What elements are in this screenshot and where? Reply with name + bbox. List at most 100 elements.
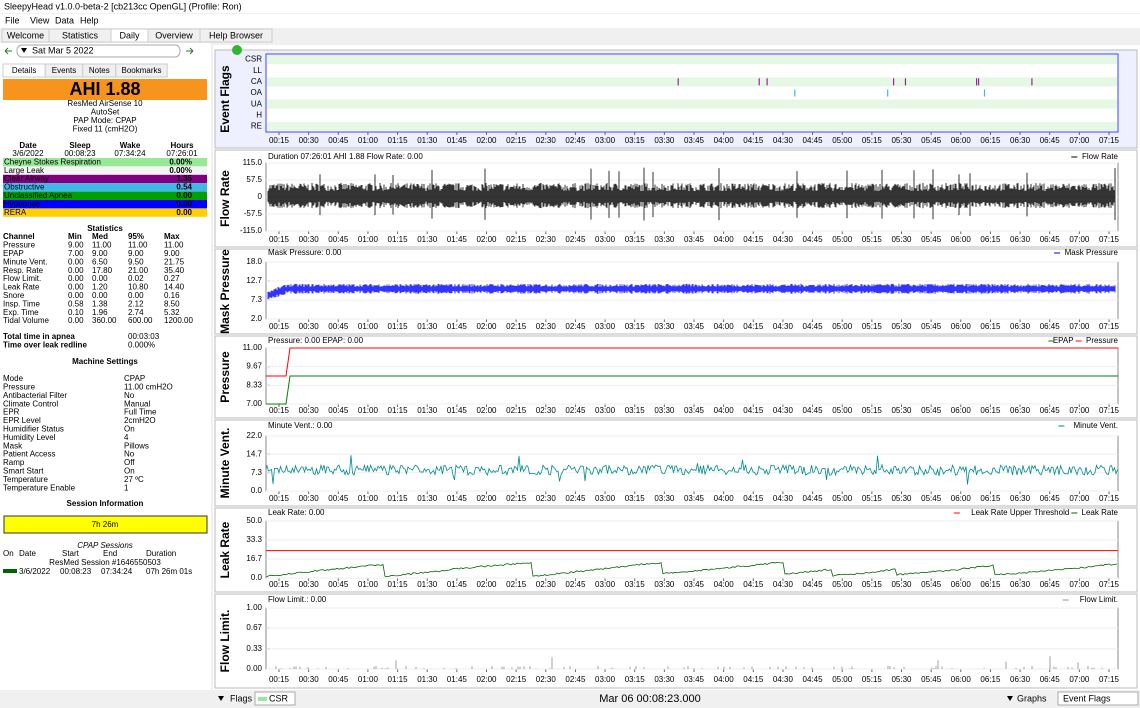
stats-cell: 0.00 bbox=[68, 291, 84, 300]
flags-arrow[interactable] bbox=[218, 696, 224, 701]
settings-title: Machine Settings bbox=[72, 357, 138, 366]
y-tick-label: 7.3 bbox=[251, 295, 263, 304]
legend-label: Minute Vent. bbox=[1074, 421, 1118, 430]
next-arrow[interactable] bbox=[186, 47, 194, 55]
x-tick-label: 00:30 bbox=[299, 235, 320, 244]
flags-button[interactable]: Flags bbox=[230, 693, 253, 703]
subtab-label[interactable]: Events bbox=[52, 66, 76, 75]
tab[interactable] bbox=[199, 28, 273, 43]
y-tick-label: 0.0 bbox=[251, 573, 263, 582]
menu-item[interactable]: View bbox=[30, 15, 50, 25]
tab-label[interactable]: Daily bbox=[119, 30, 140, 40]
setting-value: On bbox=[124, 425, 135, 434]
x-tick-label: 06:45 bbox=[1040, 322, 1061, 331]
stats-cell: 0.00 bbox=[128, 291, 144, 300]
x-tick-label: 02:00 bbox=[476, 136, 497, 145]
legend-label: Mask Pressure bbox=[1065, 248, 1119, 257]
legend-label: Leak Rate Upper Threshold bbox=[971, 508, 1069, 517]
event-flags-label[interactable]: Event Flags bbox=[1063, 693, 1111, 703]
index-label: Hypopnea bbox=[4, 199, 41, 208]
csr-label[interactable]: CSR bbox=[269, 693, 289, 703]
session-bar-label: 7h 26m bbox=[92, 520, 119, 529]
session-cell[interactable]: 07:34:24 bbox=[101, 567, 133, 576]
index-label: Cheyne Stokes Respiration bbox=[4, 157, 101, 166]
session-cell[interactable]: 3/6/2022 bbox=[19, 567, 51, 576]
setting-label: Humidity Level bbox=[3, 433, 56, 442]
pressure-line bbox=[266, 375, 1118, 405]
x-tick-label: 05:45 bbox=[921, 406, 942, 415]
current-time: Mar 06 00:08:23.000 bbox=[599, 693, 701, 705]
x-tick-label: 03:30 bbox=[654, 494, 675, 503]
x-tick-label: 00:45 bbox=[328, 494, 349, 503]
x-tick-label: 00:45 bbox=[328, 136, 349, 145]
menu-item[interactable]: Data bbox=[55, 15, 74, 25]
csr-dropdown[interactable] bbox=[254, 691, 296, 706]
stats-cell: 9.00 bbox=[164, 249, 180, 258]
setting-value: Off bbox=[124, 458, 135, 467]
index-row bbox=[3, 208, 207, 217]
session-cell[interactable]: 00:08:23 bbox=[60, 567, 92, 576]
menu-item[interactable]: File bbox=[5, 15, 20, 25]
graphs-button[interactable]: Graphs bbox=[1017, 693, 1047, 703]
x-tick-label: 01:45 bbox=[447, 675, 468, 684]
x-tick-label: 05:15 bbox=[862, 235, 883, 244]
summary-header: Hours bbox=[170, 141, 194, 150]
menu-item[interactable]: Help bbox=[80, 15, 99, 25]
y-tick-label: 9.67 bbox=[246, 362, 262, 371]
date-label[interactable]: Sat Mar 5 2022 bbox=[32, 45, 94, 55]
flag-label: OA bbox=[250, 88, 262, 97]
graphs-arrow[interactable] bbox=[1007, 696, 1013, 701]
y-tick-label: 57.5 bbox=[246, 175, 262, 184]
x-tick-label: 05:00 bbox=[832, 406, 853, 415]
x-tick-label: 00:45 bbox=[328, 406, 349, 415]
legend-label: Flow Limit. bbox=[1080, 595, 1118, 604]
stats-cell: Snore bbox=[3, 291, 25, 300]
summary-header: Date bbox=[19, 141, 37, 150]
date-dropdown[interactable] bbox=[16, 44, 181, 58]
flow-limit-bars bbox=[275, 656, 1103, 669]
x-tick-label: 06:00 bbox=[951, 580, 972, 589]
index-row bbox=[3, 191, 207, 200]
subtab-label[interactable]: Details bbox=[12, 66, 36, 75]
x-tick-label: 04:15 bbox=[743, 494, 764, 503]
x-tick-label: 00:15 bbox=[269, 322, 290, 331]
index-value: 0.00% bbox=[169, 166, 192, 175]
menu-bar bbox=[0, 14, 1140, 28]
x-tick-label: 00:45 bbox=[328, 580, 349, 589]
subtab-label[interactable]: Bookmarks bbox=[121, 66, 161, 75]
flag-row bbox=[267, 55, 1117, 65]
x-tick-label: 04:45 bbox=[803, 235, 824, 244]
tab-label[interactable]: Overview bbox=[155, 30, 193, 40]
summary-header: Sleep bbox=[69, 141, 90, 150]
x-tick-label: 01:30 bbox=[417, 580, 438, 589]
x-tick-label: 07:00 bbox=[1069, 322, 1090, 331]
graph-info: Leak Rate: 0.00 bbox=[268, 508, 325, 517]
tab-label[interactable]: Welcome bbox=[7, 30, 44, 40]
session-cell[interactable]: 07h 26m 01s bbox=[146, 567, 192, 576]
event-flags-dropdown[interactable] bbox=[1057, 691, 1139, 706]
y-tick-label: 1.00 bbox=[246, 603, 262, 612]
x-tick-label: 05:00 bbox=[832, 136, 853, 145]
x-tick-label: 03:00 bbox=[595, 675, 616, 684]
graph-info: Minute Vent.: 0.00 bbox=[268, 421, 333, 430]
tab-label[interactable]: Statistics bbox=[62, 30, 99, 40]
subtab-label[interactable]: Notes bbox=[89, 66, 110, 75]
tab-label[interactable]: Help Browser bbox=[209, 30, 263, 40]
index-row bbox=[3, 166, 207, 175]
stats-cell: Tidal Volume bbox=[3, 316, 50, 325]
prev-arrow[interactable] bbox=[4, 47, 12, 55]
stats-cell: 0.00 bbox=[92, 291, 108, 300]
stats-header: 95% bbox=[128, 232, 144, 241]
x-tick-label: 06:00 bbox=[951, 322, 972, 331]
x-tick-label: 05:30 bbox=[891, 235, 912, 244]
x-tick-label: 02:45 bbox=[565, 675, 586, 684]
x-tick-label: 04:00 bbox=[714, 494, 735, 503]
x-tick-label: 03:30 bbox=[654, 675, 675, 684]
x-tick-label: 02:00 bbox=[476, 494, 497, 503]
x-tick-label: 06:00 bbox=[951, 675, 972, 684]
x-tick-label: 05:00 bbox=[832, 580, 853, 589]
x-tick-label: 00:15 bbox=[269, 406, 290, 415]
x-tick-label: 01:00 bbox=[358, 136, 379, 145]
subtab[interactable] bbox=[115, 63, 168, 78]
